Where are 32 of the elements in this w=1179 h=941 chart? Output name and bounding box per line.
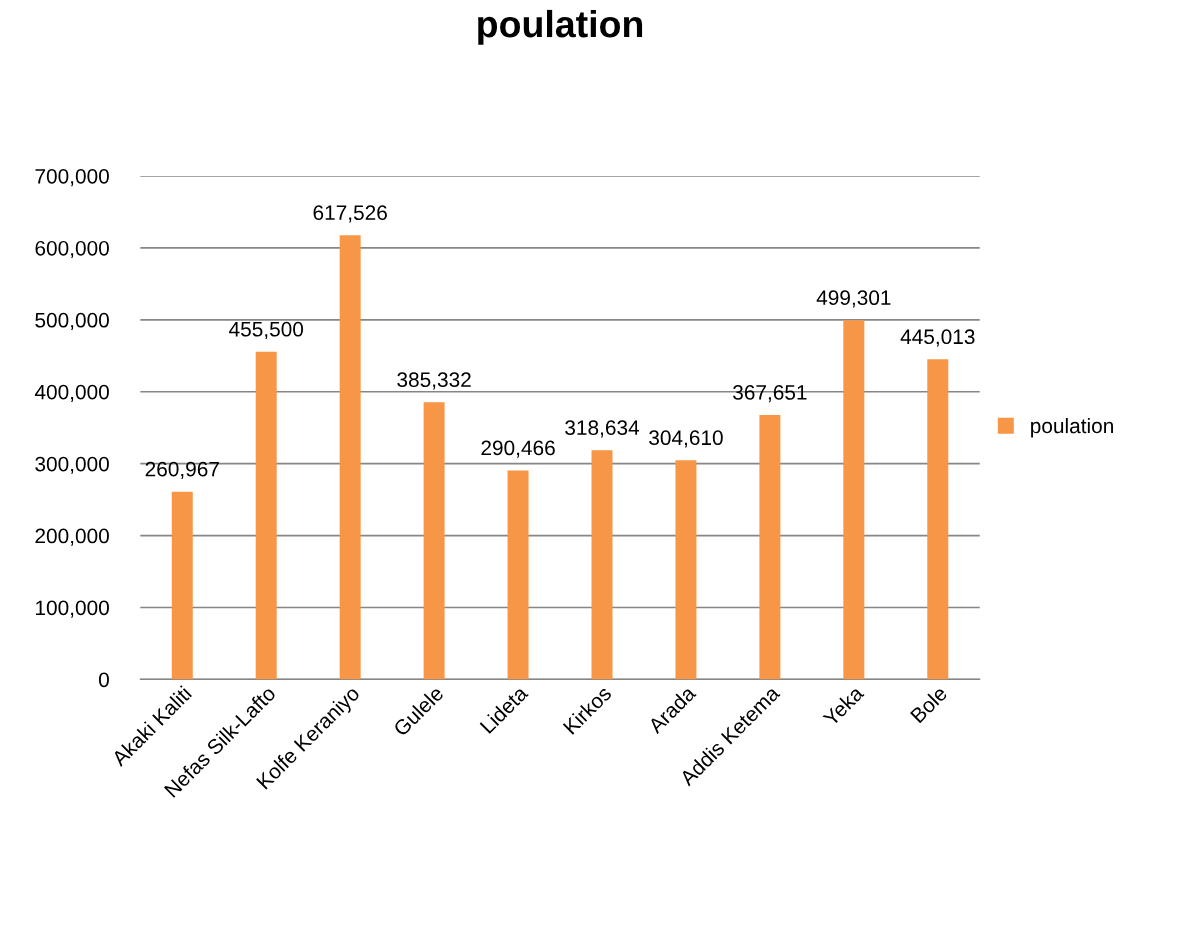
bar	[507, 470, 529, 680]
text: 617,526	[313, 205, 387, 223]
text: 499,301	[816, 290, 891, 308]
y-tick-label: 700,000	[35, 168, 109, 187]
text: 290,466	[481, 440, 555, 458]
chart-title: poulation	[478, 9, 643, 45]
bar	[843, 320, 865, 680]
bar	[255, 351, 277, 680]
y-tick-label: 0	[98, 672, 109, 688]
bar	[675, 460, 697, 680]
y-tick-label: 100,000	[36, 600, 109, 618]
y-tick-label: 300,000	[35, 456, 109, 474]
y-tick-label: 400,000	[34, 384, 109, 402]
bar	[339, 235, 361, 680]
text: 318,634	[565, 420, 640, 438]
legend-label: poulation	[1031, 417, 1113, 438]
x-tick-label: Yeka	[821, 684, 865, 727]
y-tick-label: 500,000	[35, 312, 109, 331]
text: 260,967	[145, 461, 219, 479]
text: 304,610	[649, 430, 723, 448]
text: 367,651	[733, 385, 807, 403]
bar	[171, 491, 193, 680]
y-tick-label: 200,000	[35, 528, 109, 546]
y-tick-label: 600,000	[35, 240, 109, 259]
x-tick-label: Bole	[909, 684, 948, 724]
text: 455,500	[229, 321, 304, 340]
bar	[927, 359, 949, 680]
text: 445,013	[900, 329, 975, 347]
bar	[423, 402, 445, 680]
bar	[591, 450, 613, 680]
bar	[759, 414, 781, 680]
text: 385,332	[397, 372, 471, 390]
